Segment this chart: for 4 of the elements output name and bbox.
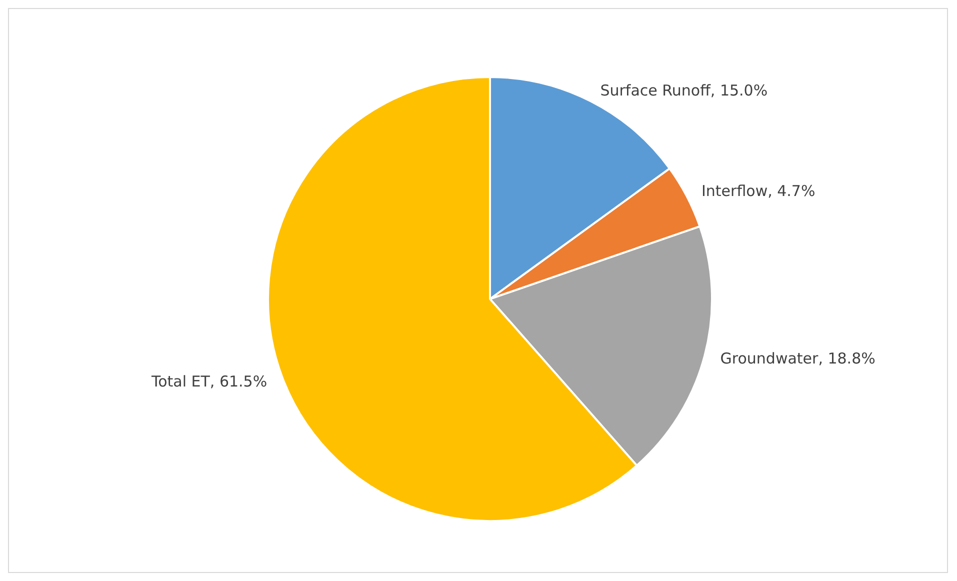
slice-label: Surface Runoff, 15.0% [600,82,768,100]
slice-label: Interflow, 4.7% [701,182,816,200]
slice-label: Total ET, 61.5% [150,372,268,391]
slice-label: Groundwater, 18.8% [720,350,876,368]
